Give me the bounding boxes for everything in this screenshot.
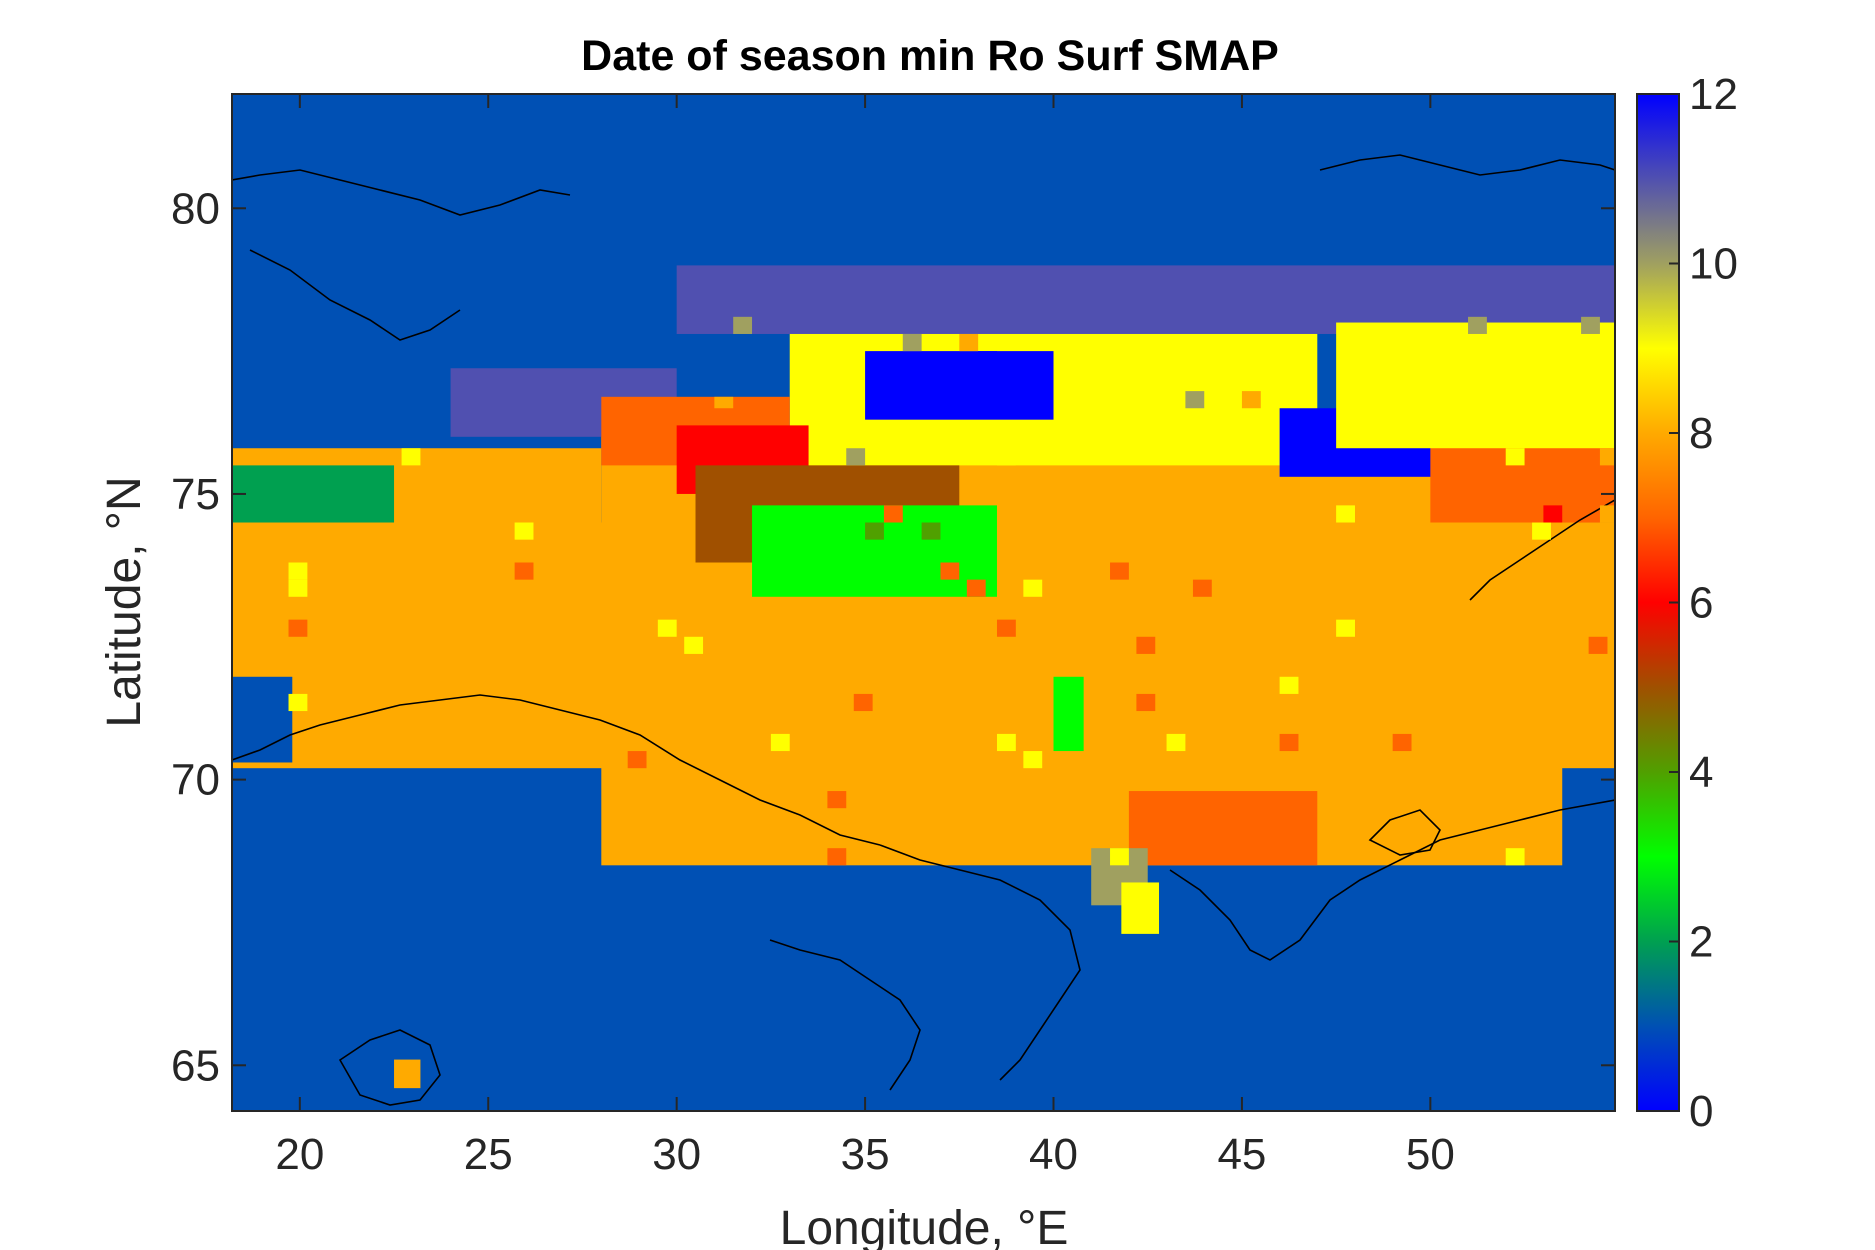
grid-cell-50 <box>1599 505 1615 523</box>
grid-cell-8 <box>1023 579 1043 597</box>
grid-cell-37 <box>846 448 866 466</box>
grid-cell-26 <box>1279 733 1299 752</box>
grid-cell-47 <box>865 522 884 540</box>
grid-cell-44 <box>1581 316 1600 334</box>
coastline-white-sea <box>769 939 921 1091</box>
grid-cell-33 <box>288 619 308 637</box>
colorbar-tick-label: 4 <box>1689 748 1713 797</box>
grid-cell-30 <box>1392 733 1412 752</box>
region-cell-4 <box>676 265 1615 334</box>
y-tick-label: 80 <box>171 184 220 233</box>
colorbar-tick-label: 12 <box>1689 70 1738 119</box>
grid-cell-29 <box>1336 505 1355 523</box>
grid-cell-15 <box>770 733 790 752</box>
coastline-outlines <box>232 154 1615 1106</box>
grid-cell-23 <box>1110 848 1129 866</box>
grid-cell-34 <box>288 562 308 580</box>
region-cell-19 <box>1336 322 1615 449</box>
colorbar-tick-label: 0 <box>1689 1087 1713 1136</box>
grid-cell-14 <box>657 619 677 637</box>
coastline-iceland-islet <box>338 1029 441 1106</box>
grid-cell-36 <box>514 562 534 580</box>
grid-cell-1 <box>288 579 308 597</box>
grid-cell-19 <box>940 562 960 580</box>
grid-cell-6 <box>966 579 986 597</box>
region-cell-6 <box>865 351 1054 420</box>
region-cell-20 <box>394 1059 421 1089</box>
grid-cell-42 <box>733 316 753 334</box>
grid-cell-31 <box>1505 848 1525 866</box>
y-tick-label: 70 <box>171 756 220 805</box>
region-cell-13 <box>1053 676 1084 752</box>
region-cell-12 <box>752 505 997 597</box>
grid-cell-45 <box>978 351 997 363</box>
grid-cell-9 <box>1136 693 1156 712</box>
grid-cell-18 <box>883 505 903 523</box>
grid-cell-17 <box>827 791 847 809</box>
x-axis-label: Longitude, °E <box>780 1202 1069 1250</box>
grid-cell-46 <box>714 396 734 409</box>
grid-cell-4 <box>684 636 704 654</box>
y-axis-label: Latitude, °N <box>98 476 151 727</box>
grid-cell-49 <box>1543 505 1563 523</box>
x-tick-label: 30 <box>652 1130 701 1179</box>
coastline-novaya-zemlya <box>1469 499 1615 601</box>
y-axis-ticks: 65 70 75 80 <box>171 184 1615 1090</box>
grid-cell-51 <box>1599 448 1615 466</box>
grid-cell-7 <box>1023 751 1043 769</box>
colorbar-ticks: 0 2 4 6 8 10 12 <box>1669 70 1738 1136</box>
coastline-scandinavia <box>232 694 881 846</box>
x-tick-label: 25 <box>464 1130 513 1179</box>
grid-cell-27 <box>1279 676 1299 694</box>
grid-cell-35 <box>401 448 421 466</box>
grid-cell-20 <box>996 733 1016 752</box>
grid-cell-12 <box>1532 522 1551 540</box>
grid-cell-24 <box>1110 562 1129 580</box>
grid-cell-32 <box>1505 448 1525 466</box>
colorbar-tick-label: 10 <box>1689 240 1738 289</box>
coastline-kanin <box>1368 809 1441 856</box>
grid-cell-48 <box>921 522 941 540</box>
grid-cell-16 <box>827 848 847 866</box>
region-cell-11 <box>232 465 395 523</box>
grid-cell-5 <box>853 693 873 712</box>
coastline-kola <box>879 844 1081 1081</box>
x-tick-label: 20 <box>275 1130 324 1179</box>
x-tick-label: 50 <box>1406 1130 1455 1179</box>
grid-cell-21 <box>996 619 1016 637</box>
coastline-franz-josef <box>1319 154 1615 176</box>
grid-cell-41 <box>1241 391 1261 409</box>
chart-title: Date of season min Ro Surf SMAP <box>581 32 1279 80</box>
coastline-east <box>1169 799 1615 961</box>
x-tick-label: 45 <box>1217 1130 1266 1179</box>
grid-cell-2 <box>514 522 534 540</box>
colorbar-tick-label: 6 <box>1689 579 1713 628</box>
grid-cell-13 <box>1588 636 1608 654</box>
y-tick-label: 75 <box>171 470 220 519</box>
grid-cell-43 <box>1468 316 1487 334</box>
plot-frame <box>231 93 1616 1112</box>
grid-cell-39 <box>959 333 979 352</box>
y-tick-label: 65 <box>171 1041 220 1090</box>
grid-cell-28 <box>1336 619 1355 637</box>
grid-cell-40 <box>1185 391 1205 409</box>
region-cell-17 <box>1121 882 1160 934</box>
coastline-svalbard-south <box>249 249 461 341</box>
grid-cell-25 <box>1166 733 1186 752</box>
x-tick-label: 35 <box>841 1130 890 1179</box>
colorbar-tick-label: 8 <box>1689 409 1713 458</box>
grid-cell-0 <box>288 693 308 712</box>
x-tick-label: 40 <box>1029 1130 1078 1179</box>
grid-cell-38 <box>902 333 922 352</box>
region-cell-15 <box>1128 791 1318 866</box>
x-axis-ticks: 20 25 30 35 40 45 50 <box>275 94 1455 1179</box>
grid-cell-10 <box>1136 636 1156 654</box>
grid-cell-11 <box>1192 579 1212 597</box>
coastline-svalbard <box>232 169 571 216</box>
grid-cell-22 <box>996 448 1016 466</box>
colorbar-tick-label: 2 <box>1689 918 1713 967</box>
grid-cell-3 <box>627 751 647 769</box>
map-plot-area <box>232 94 1615 1111</box>
